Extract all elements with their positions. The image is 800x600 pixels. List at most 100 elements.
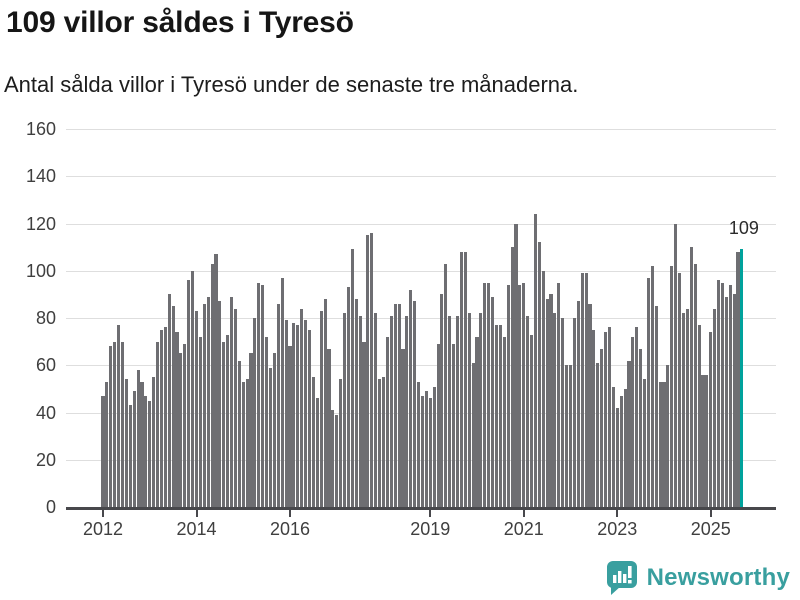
bar: [561, 318, 565, 507]
bar: [163, 327, 167, 507]
bar: [471, 362, 475, 507]
bar: [557, 282, 561, 507]
bar: [304, 320, 308, 507]
bar: [588, 303, 592, 507]
bar: [514, 223, 518, 507]
bar: [198, 336, 202, 507]
bar: [494, 325, 499, 507]
newsworthy-logo-icon: [606, 561, 637, 595]
bar: [576, 301, 580, 507]
highlighted-bar-latest: [740, 249, 744, 507]
bar: [241, 381, 245, 507]
bar: [144, 395, 148, 507]
bar: [533, 214, 537, 507]
bar: [475, 336, 479, 507]
bar: [381, 377, 386, 507]
bar: [311, 377, 315, 507]
bar: [502, 336, 506, 507]
bar: [140, 381, 144, 507]
bar: [639, 348, 643, 507]
bar: [187, 280, 191, 507]
bar: [222, 341, 226, 507]
y-axis-tick-label: 80: [35, 308, 56, 328]
bar: [674, 223, 678, 507]
bar: [315, 398, 319, 507]
bar: [506, 284, 510, 507]
bar: [720, 282, 724, 507]
bar: [319, 310, 323, 507]
bar: [105, 381, 109, 507]
bar: [662, 381, 666, 507]
x-axis-tick-mark: [429, 510, 432, 517]
bar: [370, 232, 374, 507]
bar: [343, 313, 347, 507]
bar: [245, 379, 249, 507]
chart-subtitle: Antal sålda villor i Tyresö under de sen…: [4, 72, 579, 97]
gridline: [66, 223, 776, 225]
bar: [713, 308, 717, 507]
bar: [518, 284, 522, 507]
bar: [522, 282, 526, 507]
bar: [646, 277, 650, 507]
bar: [604, 332, 608, 507]
bar: [436, 343, 440, 507]
bar: [701, 374, 705, 507]
bar: [175, 332, 179, 507]
x-axis-tick-mark: [522, 510, 525, 517]
bar: [124, 379, 128, 507]
bar: [717, 280, 721, 507]
bar: [288, 346, 292, 507]
bar: [491, 296, 495, 507]
bar: [346, 287, 350, 507]
bar: [327, 348, 331, 507]
chart-title: 109 villor såldes i Tyresö: [6, 6, 354, 39]
brand-footer: Newsworthy: [605, 560, 790, 596]
bar: [728, 284, 732, 507]
bar: [709, 332, 713, 507]
bar: [658, 381, 662, 507]
gridline: [66, 365, 776, 367]
bar: [202, 303, 206, 507]
bar: [155, 341, 160, 507]
y-axis-tick-label: 60: [35, 355, 56, 376]
bar: [413, 301, 417, 507]
bar: [420, 395, 425, 507]
bar: [678, 273, 682, 507]
bar: [428, 398, 432, 507]
bar: [296, 325, 300, 507]
bar: [565, 365, 569, 507]
bar: [179, 353, 183, 507]
bar: [265, 336, 269, 507]
bar: [697, 325, 701, 507]
bar: [681, 313, 686, 507]
x-axis-tick-label: 2012: [82, 519, 124, 539]
bar: [724, 296, 728, 507]
y-axis-tick-label: 160: [25, 119, 56, 139]
x-axis-tick-label: 2023: [597, 519, 638, 539]
bar: [292, 322, 296, 507]
bar: [611, 386, 615, 507]
bar: [619, 395, 623, 507]
bar: [432, 386, 436, 507]
x-axis-tick-mark: [289, 510, 291, 517]
bar: [409, 289, 413, 507]
bar: [689, 247, 693, 507]
bar: [117, 325, 121, 507]
gridline: [66, 176, 776, 178]
bar: [171, 306, 175, 507]
bar: [194, 310, 199, 507]
bar: [440, 294, 444, 507]
bar: [393, 303, 397, 507]
bar: [323, 299, 327, 507]
bar: [553, 313, 557, 507]
bar: [572, 318, 576, 507]
bar: [113, 341, 117, 507]
bar: [374, 313, 378, 507]
bar: [120, 341, 125, 507]
x-axis-line: [66, 507, 776, 510]
bar: [549, 294, 553, 507]
bar: [385, 336, 389, 507]
y-axis-tick-label: 0: [45, 497, 56, 517]
x-axis-tick-mark: [195, 510, 198, 517]
